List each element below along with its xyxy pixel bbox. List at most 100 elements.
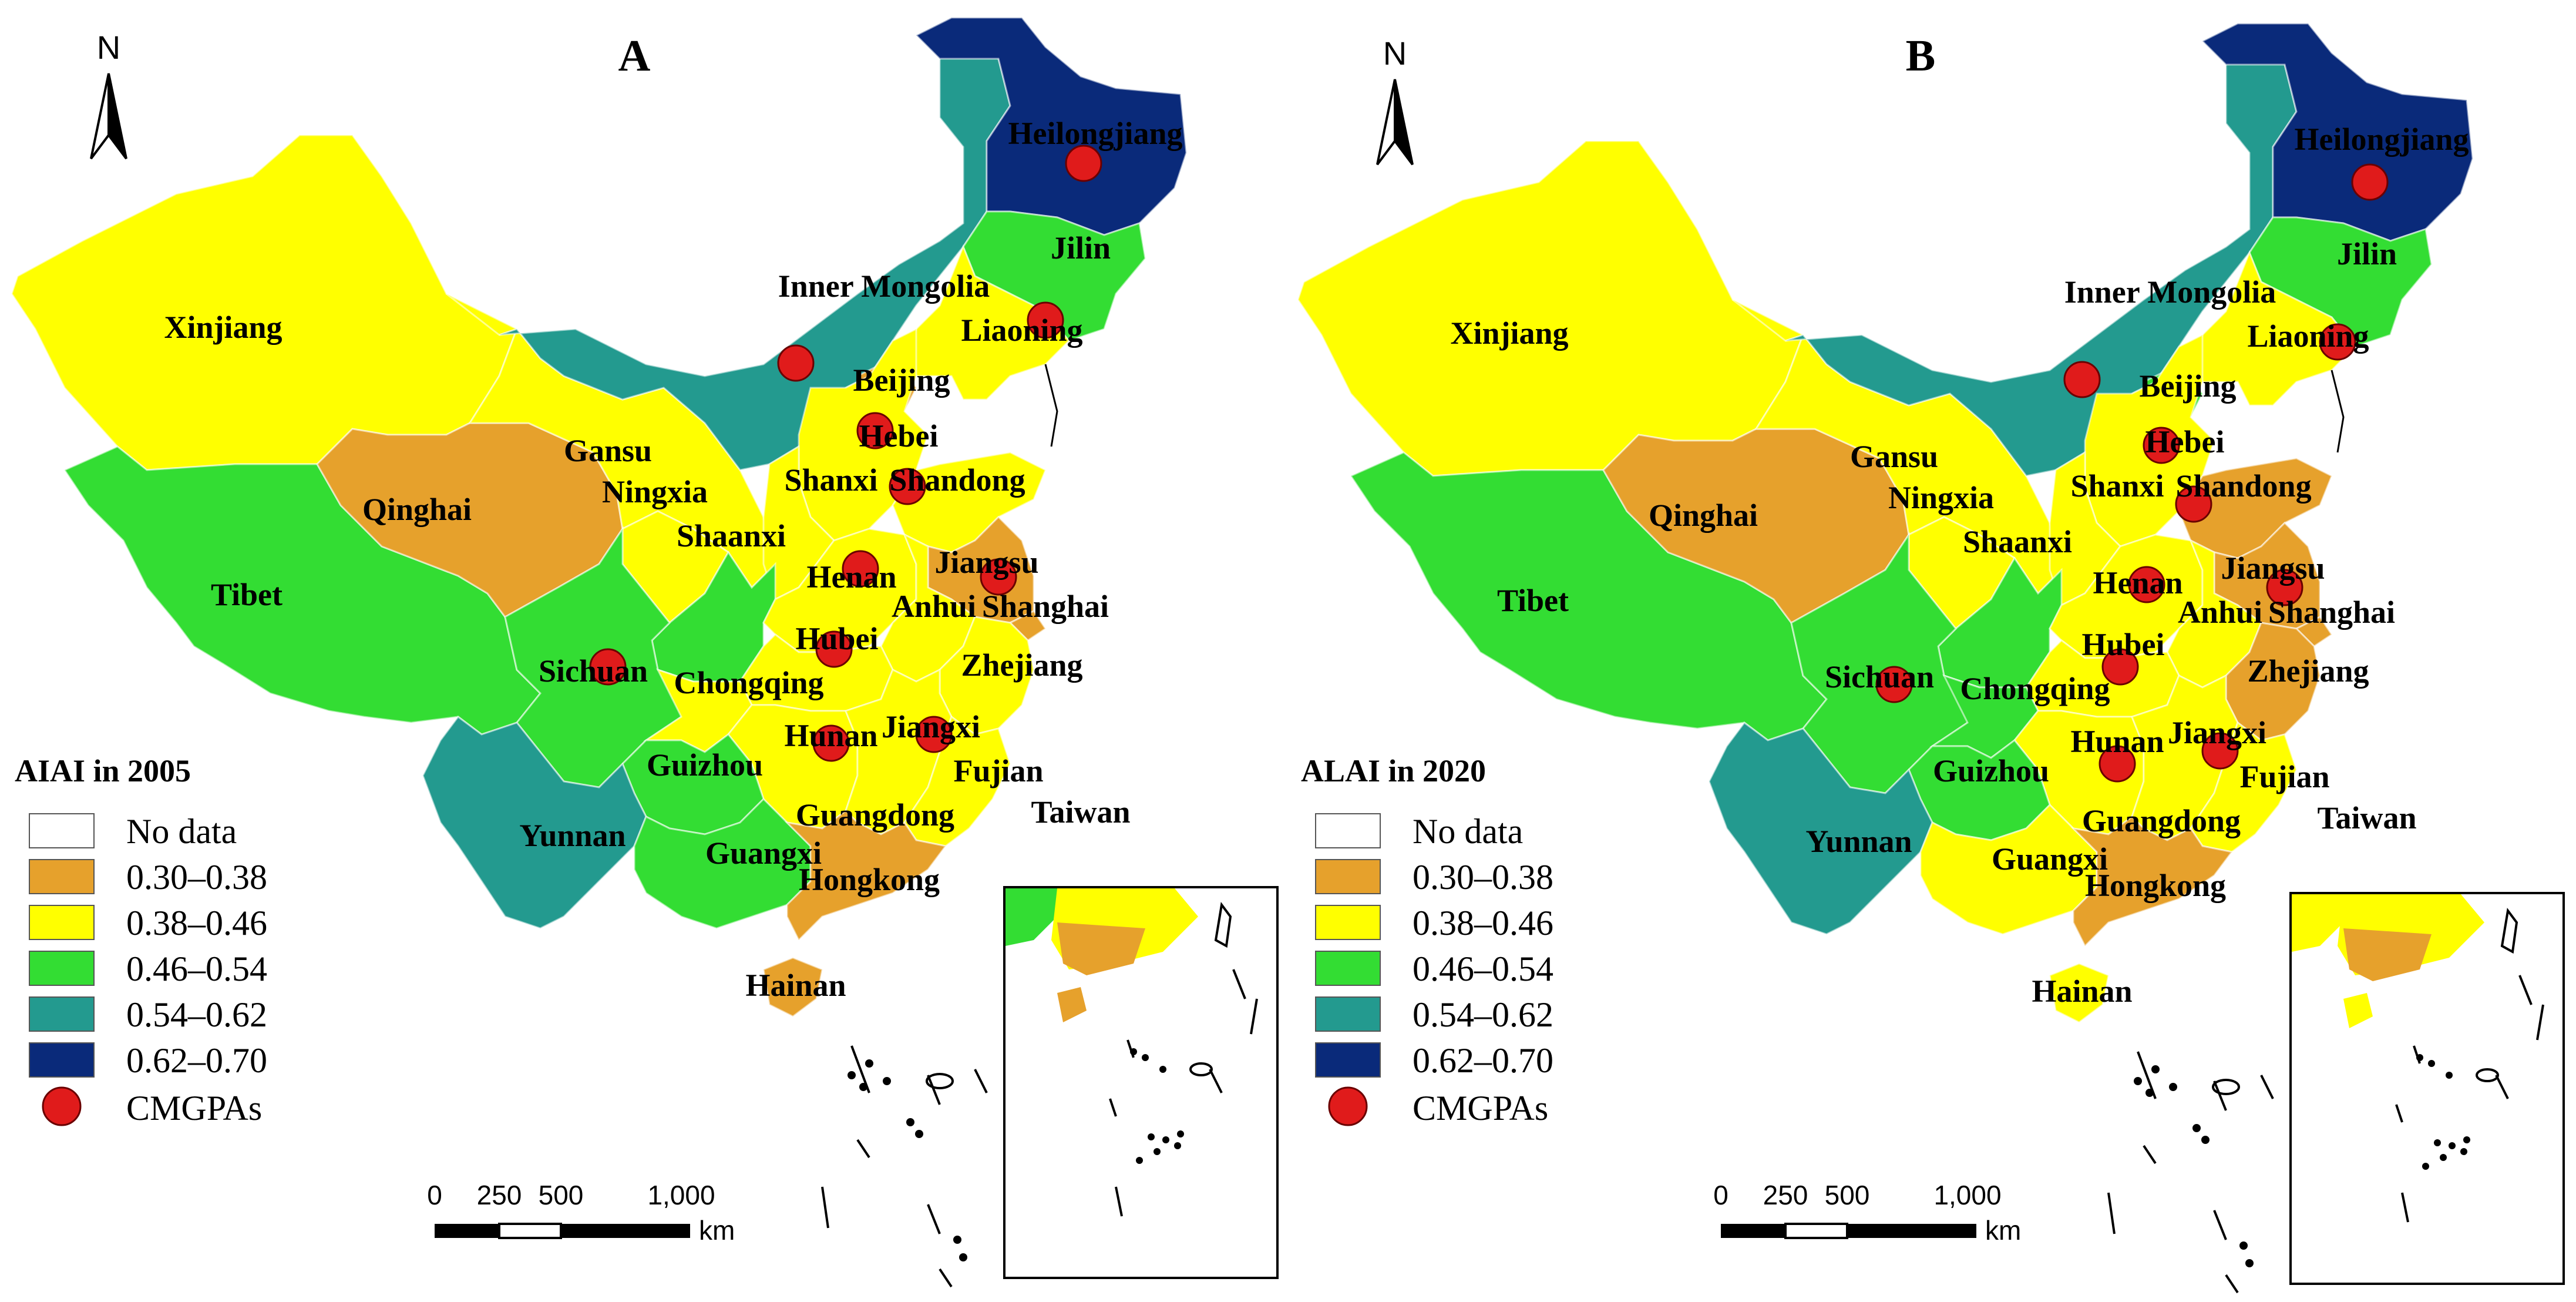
label-jiangsu: Jiangsu xyxy=(934,545,1038,580)
region-guangdong xyxy=(784,810,947,942)
label-ningxia: Ningxia xyxy=(1888,480,1994,515)
legend-marker-icon xyxy=(42,1086,82,1126)
cmgpa-marker xyxy=(1027,301,1064,339)
label-chongqing: Chongqing xyxy=(1960,671,2110,706)
label-beijing: Beijing xyxy=(2139,368,2236,404)
legend-label-c2: 0.38–0.46 xyxy=(126,904,267,942)
legend-label-c2: 0.38–0.46 xyxy=(1413,904,1553,942)
label-hunan: Hunan xyxy=(784,718,877,753)
panel-letter: A xyxy=(618,31,651,80)
label-guangxi: Guangxi xyxy=(1992,841,2108,877)
legend: AIAI in 2005 No data 0.30–0.38 0.38–0.46 0.4… xyxy=(15,753,267,1127)
label-jiangsu: Jiangsu xyxy=(2221,551,2325,586)
label-heilongjiang: Heilongjiang xyxy=(1008,116,1182,151)
legend-label-c3: 0.46–0.54 xyxy=(1413,949,1553,988)
scale-bar: 0 250 500 1,000 km xyxy=(1713,1180,2021,1246)
legend-swatch-c4 xyxy=(1315,996,1381,1032)
legend-swatch-c3 xyxy=(1315,951,1381,986)
label-gansu: Gansu xyxy=(564,433,652,468)
label-hubei: Hubei xyxy=(2081,627,2164,662)
south-china-sea-islands xyxy=(821,1045,988,1288)
legend-label-c5: 0.62–0.70 xyxy=(1413,1041,1553,1080)
legend-title: AIAI in 2005 xyxy=(15,753,191,788)
legend-swatch-c2 xyxy=(1315,905,1381,940)
legend-label-marker: CMGPAs xyxy=(1413,1089,1548,1127)
south-china-sea-islands xyxy=(2107,1051,2274,1294)
label-henan: Henan xyxy=(2093,565,2182,600)
region-hainan xyxy=(2049,962,2110,1024)
label-taiwan: Taiwan xyxy=(2317,800,2416,835)
label-taiwan: Taiwan xyxy=(1031,794,1130,830)
scale-tick-1: 250 xyxy=(477,1180,522,1210)
label-hainan: Hainan xyxy=(745,968,846,1003)
label-hebei: Hebei xyxy=(2145,424,2225,459)
label-jiangxi: Jiangxi xyxy=(2168,715,2266,750)
cmgpa-marker xyxy=(1065,145,1102,182)
label-ningxia: Ningxia xyxy=(602,474,708,509)
cmgpa-marker xyxy=(2201,732,2239,770)
label-hubei: Hubei xyxy=(795,621,878,656)
label-shanghai: Shanghai xyxy=(982,589,1109,624)
legend-label-marker: CMGPAs xyxy=(126,1089,262,1127)
cmgpa-marker xyxy=(815,630,853,668)
panel-b: Xinjiang Tibet Qinghai Gansu Inner Mongolia H… xyxy=(1297,22,2565,1294)
label-hebei: Hebei xyxy=(859,418,939,454)
label-jilin: Jilin xyxy=(2337,236,2397,271)
scale-tick-2: 500 xyxy=(1825,1180,1870,1210)
label-guangxi: Guangxi xyxy=(705,835,822,871)
label-liaoning: Liaoning xyxy=(2247,318,2369,354)
label-sichuan: Sichuan xyxy=(539,653,648,689)
panel-letter: B xyxy=(1906,31,1936,80)
legend-swatch-no-data xyxy=(29,813,95,848)
cmgpa-marker xyxy=(1875,666,1913,703)
scale-tick-3: 1,000 xyxy=(1933,1180,2001,1210)
legend-swatch-c3 xyxy=(29,951,95,986)
north-arrow-icon: N xyxy=(90,29,127,160)
label-anhui: Anhui xyxy=(2178,595,2262,630)
label-heilongjiang: Heilongjiang xyxy=(2294,122,2469,157)
province-layer xyxy=(11,16,1188,1018)
label-guizhou: Guizhou xyxy=(647,747,763,783)
legend-label-c5: 0.62–0.70 xyxy=(126,1041,267,1080)
label-xinjiang: Xinjiang xyxy=(164,310,282,345)
scale-tick-3: 1,000 xyxy=(647,1180,715,1210)
label-inner-mongolia: Inner Mongolia xyxy=(2064,274,2276,310)
cmgpa-marker xyxy=(2101,648,2139,686)
label-anhui: Anhui xyxy=(892,589,976,624)
label-hainan: Hainan xyxy=(2032,974,2132,1009)
region-heilongjiang xyxy=(914,16,1188,236)
scale-tick-2: 500 xyxy=(539,1180,584,1210)
scale-tick-0: 0 xyxy=(427,1180,442,1210)
label-shanxi: Shanxi xyxy=(2070,468,2164,504)
label-qinghai: Qinghai xyxy=(1649,498,1758,533)
label-sichuan: Sichuan xyxy=(1825,659,1934,694)
cmgpa-markers xyxy=(589,145,1102,762)
label-hunan: Hunan xyxy=(2070,724,2164,759)
province-labels: Xinjiang Tibet Qinghai Gansu Inner Mongolia H… xyxy=(1450,122,2469,1009)
cmgpa-marker xyxy=(812,724,850,762)
region-taiwan xyxy=(2322,744,2350,826)
legend-swatch-c4 xyxy=(29,996,95,1032)
legend-swatch-c1 xyxy=(29,859,95,894)
legend-label-c4: 0.54–0.62 xyxy=(1413,995,1553,1034)
legend-label-c1: 0.30–0.38 xyxy=(126,858,267,897)
region-xinjiang xyxy=(1297,140,1804,477)
panel-a: Xinjiang Tibet Qinghai Gansu Inner Mongolia H… xyxy=(11,16,1279,1288)
region-xinjiang xyxy=(11,134,518,471)
legend-label-no-data: No data xyxy=(126,812,237,851)
label-shanxi: Shanxi xyxy=(784,462,877,498)
label-liaoning: Liaoning xyxy=(961,313,1082,348)
label-guizhou: Guizhou xyxy=(1933,753,2049,788)
label-shandong: Shandong xyxy=(2175,468,2311,504)
cmgpa-marker xyxy=(2143,427,2180,464)
legend-marker-icon xyxy=(1328,1086,1368,1126)
province-labels: Xinjiang Tibet Qinghai Gansu Inner Mongolia H… xyxy=(164,116,1182,1003)
label-tibet: Tibet xyxy=(1497,583,1569,618)
label-shaanxi: Shaanxi xyxy=(1963,524,2072,559)
label-henan: Henan xyxy=(806,559,896,595)
cmgpa-marker xyxy=(842,550,879,588)
label-guangdong: Guangdong xyxy=(2082,803,2241,838)
label-yunnan: Yunnan xyxy=(1805,824,1912,859)
label-shandong: Shandong xyxy=(889,462,1025,498)
region-yunnan xyxy=(422,715,647,929)
